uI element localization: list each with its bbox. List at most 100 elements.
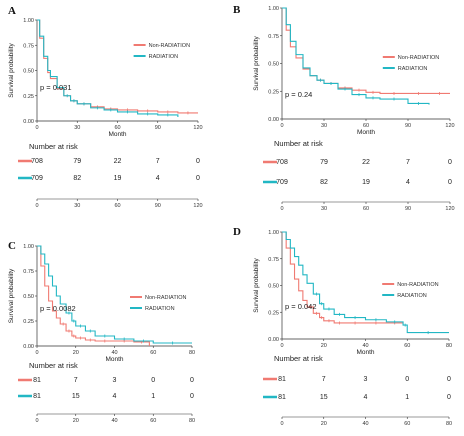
risk-axis-tick-label: 60: [150, 418, 156, 424]
risk-value: 22: [114, 158, 122, 165]
risk-value: 15: [320, 394, 328, 401]
risk-value: 81: [33, 393, 41, 400]
x-tick-label: 60: [114, 125, 120, 131]
legend-label: RADIATION: [398, 66, 428, 72]
risk-axis-tick-label: 60: [114, 203, 120, 209]
legend-label: Non-RADIATION: [145, 295, 186, 301]
x-tick-label: 90: [405, 123, 411, 129]
risk-value: 0: [196, 175, 200, 182]
panel-c: C0.000.250.500.751.000 20 40 60 80MonthSurvi…: [8, 240, 195, 424]
x-tick-label: 60: [404, 343, 410, 349]
risk-axis-tick-label: 80: [446, 421, 452, 427]
risk-axis-tick-label: 20: [73, 418, 79, 424]
risk-value: 1: [405, 394, 409, 401]
x-tick-label: 80: [189, 350, 195, 356]
risk-axis-tick-label: 20: [321, 421, 327, 427]
risk-value: 1: [151, 393, 155, 400]
risk-axis-tick-label: 60: [404, 421, 410, 427]
legend-label: RADIATION: [145, 306, 175, 312]
risk-table-title: Number at risk: [274, 354, 323, 363]
panel-label: D: [233, 226, 241, 238]
survival-curve-non-radiation: [37, 19, 198, 114]
risk-value: 0: [448, 159, 452, 166]
y-tick-label: 0.75: [268, 257, 279, 263]
risk-axis-tick-label: 0: [280, 206, 283, 212]
risk-value: 3: [113, 377, 117, 384]
survival-curve-non-radiation: [282, 7, 450, 95]
y-tick-label: 0.00: [23, 119, 34, 125]
risk-value: 4: [156, 175, 160, 182]
risk-value: 708: [276, 159, 288, 166]
y-tick-label: 0.50: [23, 69, 34, 75]
y-tick-label: 0.75: [268, 34, 279, 40]
x-tick-label: 30: [74, 125, 80, 131]
x-tick-label: 120: [445, 123, 454, 129]
risk-value: 0: [447, 394, 451, 401]
y-axis-label: Survival probability: [8, 42, 15, 97]
risk-axis-tick-label: 40: [111, 418, 117, 424]
risk-value: 709: [31, 175, 43, 182]
x-tick-label: 0: [35, 125, 38, 131]
x-tick-label: 40: [111, 350, 117, 356]
y-tick-label: 0.25: [23, 319, 34, 325]
x-tick-label: 20: [73, 350, 79, 356]
p-value: p = 0.031: [40, 83, 72, 92]
y-tick-label: 0.00: [268, 117, 279, 123]
risk-value: 81: [278, 394, 286, 401]
x-tick-label: 0: [280, 123, 283, 129]
x-tick-label: 0: [35, 350, 38, 356]
p-value: p = 0.0082: [40, 304, 76, 313]
risk-value: 0: [447, 376, 451, 383]
risk-value: 4: [406, 179, 410, 186]
risk-value: 0: [151, 377, 155, 384]
y-tick-label: 1.00: [268, 230, 279, 236]
x-tick-label: 80: [446, 343, 452, 349]
x-tick-label: 90: [155, 125, 161, 131]
risk-value: 0: [190, 377, 194, 384]
y-tick-label: 0.25: [268, 89, 279, 95]
risk-value: 82: [73, 175, 81, 182]
risk-value: 3: [364, 376, 368, 383]
risk-axis-tick-label: 30: [74, 203, 80, 209]
panel-b: B 0.00 0.25 0.50 0.75 1.00 0 30 60 90 120 Month Surv…: [233, 4, 455, 212]
risk-value: 4: [364, 394, 368, 401]
risk-value: 7: [74, 377, 78, 384]
risk-value: 0: [405, 376, 409, 383]
risk-value: 79: [73, 158, 81, 165]
risk-axis-tick-label: 30: [321, 206, 327, 212]
y-tick-label: 0.50: [23, 294, 34, 300]
x-tick-label: 20: [321, 343, 327, 349]
y-tick-label: 1.00: [268, 6, 279, 12]
risk-axis-tick-label: 120: [445, 206, 454, 212]
risk-value: 0: [448, 179, 452, 186]
risk-value: 22: [362, 159, 370, 166]
x-tick-label: 60: [363, 123, 369, 129]
y-tick-label: 0.75: [23, 43, 34, 49]
x-tick-label: 40: [362, 343, 368, 349]
y-tick-label: 0.50: [268, 284, 279, 290]
p-value: p = 0.24: [285, 90, 312, 99]
legend-label: RADIATION: [397, 293, 427, 299]
survival-curve-radiation: [282, 231, 449, 334]
risk-axis-tick-label: 90: [155, 203, 161, 209]
risk-axis-tick-label: 0: [280, 421, 283, 427]
panel-label: C: [8, 240, 16, 252]
risk-value: 7: [406, 159, 410, 166]
survival-curve-radiation: [37, 19, 179, 117]
risk-value: 82: [320, 179, 328, 186]
p-value: p = 0.042: [285, 302, 317, 311]
risk-value: 81: [33, 377, 41, 384]
x-tick-label: 30: [321, 123, 327, 129]
risk-axis-tick-label: 120: [193, 203, 202, 209]
legend-label: RADIATION: [149, 54, 179, 60]
risk-value: 708: [31, 158, 43, 165]
y-tick-label: 0.75: [23, 269, 34, 275]
x-tick-label: 0: [280, 343, 283, 349]
panel-a: A 0.00 0.25 0.50 0.75 1.00 0 30 60 90 120 Month Surv…: [8, 5, 203, 209]
x-axis-label: Month: [357, 129, 375, 136]
risk-axis-tick-label: 40: [362, 421, 368, 427]
risk-axis-tick-label: 60: [363, 206, 369, 212]
risk-value: 19: [362, 179, 370, 186]
legend-label: Non-RADIATION: [149, 43, 190, 49]
